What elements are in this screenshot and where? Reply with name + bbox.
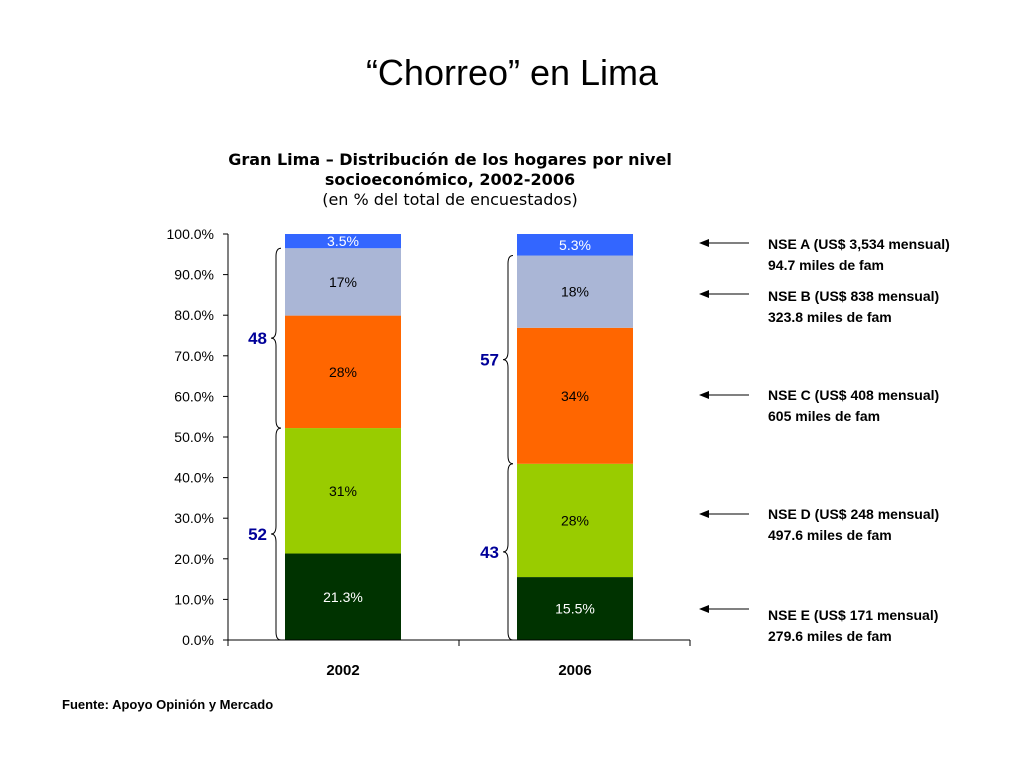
legend-line1: NSE A (US$ 3,534 mensual): [768, 236, 950, 252]
bar-segment-nse-b-2002: [285, 248, 401, 316]
y-tick-label: 30.0%: [174, 510, 214, 526]
legend-arrow-head: [699, 290, 709, 298]
bar-segment-nse-a-2006: [517, 234, 633, 256]
legend-line2: 323.8 miles de fam: [768, 309, 892, 325]
data-label-nse-d-2002: 31%: [329, 483, 357, 499]
legend-arrow-head: [699, 391, 709, 399]
legend-arrow-head: [699, 510, 709, 518]
bar-segment-nse-d-2006: [517, 463, 633, 578]
data-label-nse-c-2006: 34%: [561, 388, 589, 404]
data-label-nse-b-2002: 17%: [329, 274, 357, 290]
data-label-nse-e-2002: 21.3%: [323, 589, 363, 605]
source-note: Fuente: Apoyo Opinión y Mercado: [62, 697, 274, 712]
y-tick-label: 20.0%: [174, 551, 214, 567]
legend-line2: 605 miles de fam: [768, 408, 881, 424]
bracket-2006-43: [502, 463, 514, 641]
y-tick-label: 80.0%: [174, 307, 214, 323]
data-label-nse-c-2002: 28%: [329, 364, 357, 380]
y-tick-label: 60.0%: [174, 388, 214, 404]
y-tick-label: 70.0%: [174, 348, 214, 364]
bar-segment-nse-c-2002: [285, 315, 401, 429]
bracket-2006-57: [502, 255, 514, 465]
legend-item-nse-b: NSE B (US$ 838 mensual) 323.8 miles de f…: [768, 286, 939, 328]
legend-item-nse-a: NSE A (US$ 3,534 mensual) 94.7 miles de …: [768, 234, 950, 276]
bar-segment-nse-c-2006: [517, 327, 633, 464]
data-label-nse-d-2006: 28%: [561, 512, 589, 528]
y-tick-label: 0.0%: [182, 632, 214, 648]
slide-title: “Chorreo” en Lima: [365, 52, 659, 93]
y-tick-label: 50.0%: [174, 429, 214, 445]
bar-segment-nse-e-2006: [517, 577, 633, 640]
bracket-label-2002-48: 48: [248, 329, 267, 348]
bar-segment-nse-b-2006: [517, 255, 633, 328]
legend-item-nse-e: NSE E (US$ 171 mensual) 279.6 miles de f…: [768, 605, 938, 647]
bar-segment-nse-d-2002: [285, 428, 401, 554]
legend-line2: 279.6 miles de fam: [768, 628, 892, 644]
chart-subtitle: (en % del total de encuestados): [322, 190, 578, 209]
chart-title-block: Gran Lima – Distribución de los hogares …: [200, 150, 700, 210]
bracket-2002-48: [270, 247, 282, 429]
legend-line2: 94.7 miles de fam: [768, 257, 884, 273]
legend-arrow-head: [699, 239, 709, 247]
legend-line1: NSE C (US$ 408 mensual): [768, 387, 940, 403]
legend-line1: NSE D (US$ 248 mensual): [768, 506, 940, 522]
y-tick-label: 40.0%: [174, 470, 214, 486]
chart-title: Gran Lima – Distribución de los hogares …: [228, 150, 672, 189]
bracket-label-2006-43: 43: [480, 543, 499, 562]
bar-segment-nse-a-2002: [285, 234, 401, 249]
y-tick-label: 10.0%: [174, 591, 214, 607]
legend-item-nse-d: NSE D (US$ 248 mensual) 497.6 miles de f…: [768, 504, 939, 546]
y-tick-label: 100.0%: [167, 226, 214, 242]
legend-item-nse-c: NSE C (US$ 408 mensual) 605 miles de fam: [768, 385, 939, 427]
data-label-nse-a-2006: 5.3%: [559, 237, 591, 253]
bar-segment-nse-e-2002: [285, 553, 401, 640]
x-tick-label-2002: 2002: [326, 662, 359, 679]
legend-line2: 497.6 miles de fam: [768, 527, 892, 543]
bracket-label-2002-52: 52: [248, 525, 267, 544]
legend-line1: NSE B (US$ 838 mensual): [768, 288, 940, 304]
data-label-nse-b-2006: 18%: [561, 284, 589, 300]
data-label-nse-e-2006: 15.5%: [555, 601, 595, 617]
data-label-nse-a-2002: 3.5%: [327, 233, 359, 249]
bracket-2002-52: [270, 427, 282, 641]
legend-arrow-head: [699, 605, 709, 613]
y-tick-label: 90.0%: [174, 267, 214, 283]
legend-line1: NSE E (US$ 171 mensual): [768, 607, 939, 623]
x-tick-label-2006: 2006: [558, 662, 591, 679]
bracket-label-2006-57: 57: [480, 351, 499, 370]
